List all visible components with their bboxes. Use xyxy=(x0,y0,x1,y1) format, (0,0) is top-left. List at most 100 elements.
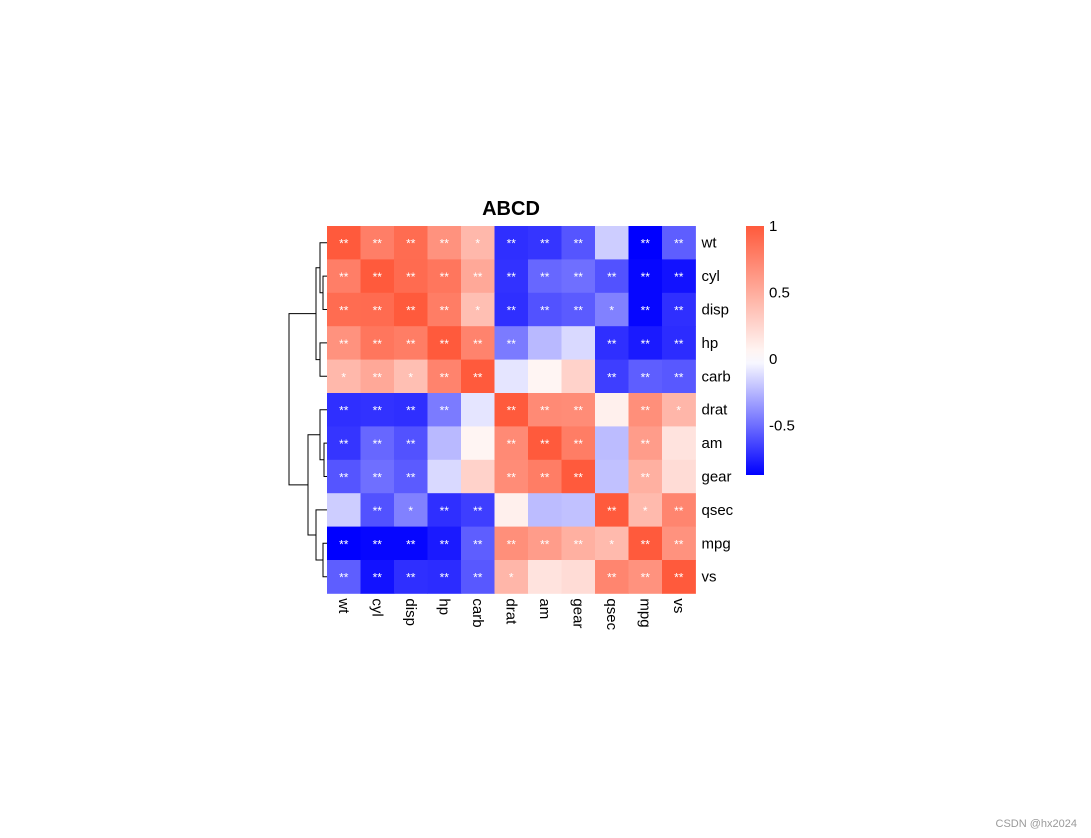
heatmap-cell-disp-cyl xyxy=(360,292,395,327)
heatmap-cell-wt-carb xyxy=(461,226,495,260)
heatmap-cell-disp-gear xyxy=(561,292,596,327)
row-label-gear: gear xyxy=(702,469,732,486)
dendrogram-branch xyxy=(315,509,327,561)
heatmap-cell-mpg-disp xyxy=(394,526,428,561)
significance-label: ** xyxy=(507,237,517,251)
significance-label: ** xyxy=(406,571,416,585)
significance-label: ** xyxy=(440,304,450,318)
heatmap-cell-am-mpg xyxy=(628,426,663,461)
heatmap-cell-qsec-mpg xyxy=(628,493,663,527)
significance-label: ** xyxy=(674,537,684,551)
dendrogram-branch xyxy=(288,313,316,486)
heatmap-cell-vs-hp xyxy=(427,560,462,594)
column-label-qsec: qsec xyxy=(603,598,620,630)
heatmap-cell-disp-qsec xyxy=(595,292,629,327)
significance-label: ** xyxy=(373,504,383,518)
significance-label: ** xyxy=(440,370,450,384)
significance-label: ** xyxy=(373,437,383,451)
significance-label: ** xyxy=(641,471,651,485)
significance-label: ** xyxy=(574,471,584,485)
significance-label: ** xyxy=(373,237,383,251)
heatmap-cell-qsec-drat xyxy=(494,493,529,527)
row-dendrogram xyxy=(288,242,327,578)
row-label-wt: wt xyxy=(701,235,718,252)
significance-label: ** xyxy=(607,504,617,518)
heatmap-cell-drat-qsec xyxy=(595,393,629,427)
heatmap-cell-carb-gear xyxy=(561,359,596,394)
heatmap-cell-drat-gear xyxy=(561,393,596,427)
significance-label: ** xyxy=(373,270,383,284)
heatmap-cell-cyl-qsec xyxy=(595,259,629,294)
heatmap-cell-drat-carb xyxy=(461,393,495,427)
significance-label: * xyxy=(475,304,480,318)
heatmap-cell-gear-gear xyxy=(561,459,596,494)
heatmap-cell-disp-mpg xyxy=(628,292,663,327)
heatmap-cell-hp-vs xyxy=(662,326,696,360)
heatmap-cell-carb-drat xyxy=(494,359,529,394)
heatmap-cell-cyl-disp xyxy=(394,259,428,294)
column-label-drat: drat xyxy=(502,598,519,625)
significance-label: ** xyxy=(607,370,617,384)
heatmap-cell-vs-cyl xyxy=(360,560,395,594)
heatmap-cell-gear-wt xyxy=(327,459,361,494)
heatmap-cell-carb-wt xyxy=(327,359,361,394)
heatmap-cell-am-disp xyxy=(394,426,428,461)
heatmap-cell-wt-disp xyxy=(394,226,428,260)
significance-label: ** xyxy=(540,404,550,418)
heatmap-cell-hp-disp xyxy=(394,326,428,360)
significance-label: * xyxy=(509,571,514,585)
heatmap-cell-gear-disp xyxy=(394,459,428,494)
heatmap-cell-vs-drat xyxy=(494,560,529,594)
heatmap-cell-wt-vs xyxy=(662,226,696,260)
column-labels: wt cyl disp hp carb drat am gear qsec mpg vs xyxy=(335,597,687,630)
significance-label: * xyxy=(408,370,413,384)
heatmap-cell-mpg-hp xyxy=(427,526,462,561)
row-label-vs: vs xyxy=(702,569,717,586)
heatmap-cell-hp-hp xyxy=(427,326,462,360)
heatmap-cell-cyl-am xyxy=(528,259,562,294)
significance-label: ** xyxy=(373,571,383,585)
significance-label: ** xyxy=(440,504,450,518)
heatmap-cell-gear-cyl xyxy=(360,459,395,494)
heatmap-cell-gear-qsec xyxy=(595,459,629,494)
significance-label: ** xyxy=(373,404,383,418)
heatmap-cell-gear-vs xyxy=(662,459,696,494)
heatmap-cell-cyl-gear xyxy=(561,259,596,294)
significance-label: ** xyxy=(473,370,483,384)
heatmap-cell-drat-mpg xyxy=(628,393,663,427)
column-label-disp: disp xyxy=(402,598,419,626)
heatmap-cell-hp-qsec xyxy=(595,326,629,360)
legend-tick-label: -0.5 xyxy=(769,418,795,435)
heatmap-cell-carb-cyl xyxy=(360,359,395,394)
heatmap-cell-wt-am xyxy=(528,226,562,260)
heatmap-cell-hp-am xyxy=(528,326,562,360)
dendrogram-branch xyxy=(322,542,327,578)
column-label-wt: wt xyxy=(335,597,352,614)
heatmap-cell-qsec-gear xyxy=(561,493,596,527)
significance-label: ** xyxy=(406,437,416,451)
heatmap-cell-qsec-wt xyxy=(327,493,361,527)
heatmap-cells: ** ** ** ** * ** ** ** ** **** ** ** ** ** ** ** ** ** ** *… xyxy=(327,226,696,594)
heatmap-cell-cyl-drat xyxy=(494,259,529,294)
heatmap-cell-am-drat xyxy=(494,426,529,461)
legend-color-bar xyxy=(746,226,764,475)
heatmap-cell-carb-am xyxy=(528,359,562,394)
heatmap-cell-carb-disp xyxy=(394,359,428,394)
heatmap-cell-vs-gear xyxy=(561,560,596,594)
heatmap-cell-hp-cyl xyxy=(360,326,395,360)
row-label-cyl: cyl xyxy=(702,268,720,285)
significance-label: ** xyxy=(641,304,651,318)
legend-tick-label: 0.5 xyxy=(769,285,790,302)
significance-label: ** xyxy=(473,504,483,518)
heatmap-cell-qsec-cyl xyxy=(360,493,395,527)
heatmap-cell-hp-carb xyxy=(461,326,495,360)
heatmap-cell-mpg-drat xyxy=(494,526,529,561)
heatmap-cell-am-hp xyxy=(427,426,462,461)
heatmap-cell-drat-disp xyxy=(394,393,428,427)
heatmap-cell-mpg-wt xyxy=(327,526,361,561)
row-label-disp: disp xyxy=(702,302,730,319)
significance-label: ** xyxy=(406,537,416,551)
dendrogram-branch xyxy=(323,442,327,477)
dendrogram-branch xyxy=(307,434,320,536)
heatmap-cell-gear-am xyxy=(528,459,562,494)
